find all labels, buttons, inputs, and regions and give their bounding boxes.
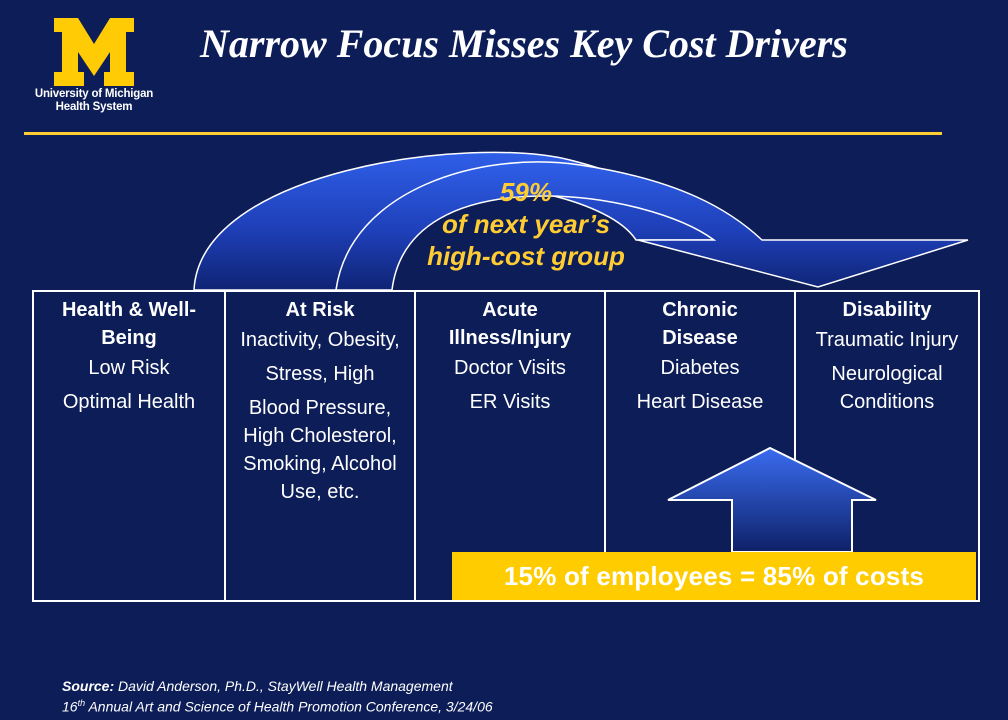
column-title: At Risk <box>285 299 355 321</box>
column-item: Inactivity, Obesity, <box>240 329 400 351</box>
column-item: Low Risk <box>88 357 170 379</box>
column-item: Traumatic Injury <box>815 329 959 351</box>
column-acute-illness: Acute Illness/Injury Doctor Visits ER Vi… <box>414 292 604 600</box>
conference-suffix: th <box>77 698 86 708</box>
column-item: Blood Pressure, High Cholesterol, Smokin… <box>243 397 397 503</box>
health-continuum-table: Health & Well-Being Low Risk Optimal Hea… <box>32 290 980 602</box>
source-line1: Source: David Anderson, Ph.D., StayWell … <box>62 678 862 695</box>
source-citation: Source: David Anderson, Ph.D., StayWell … <box>62 678 862 716</box>
column-title: Acute Illness/Injury <box>448 299 572 349</box>
source-line2: 16th Annual Art and Science of Health Pr… <box>62 695 862 716</box>
column-disability: Disability Traumatic Injury Neurological… <box>794 292 978 600</box>
logo-text-line1: University of Michigan <box>34 88 154 100</box>
callout-line1: 59% <box>499 177 553 207</box>
column-health-well-being: Health & Well-Being Low Risk Optimal Hea… <box>34 292 224 600</box>
column-item: ER Visits <box>469 391 551 413</box>
logo-text: University of Michigan Health System <box>24 88 164 114</box>
conference-name: Annual Art and Science of Health Promoti… <box>88 698 493 715</box>
column-chronic-disease: Chronic Disease Diabetes Heart Disease <box>604 292 794 600</box>
source-label: Source: <box>62 678 115 694</box>
column-item: Neurological Conditions <box>831 363 943 413</box>
column-title: Disability <box>842 299 932 321</box>
callout-line3: high-cost group <box>427 241 625 271</box>
slide-title: Narrow Focus Misses Key Cost Drivers <box>200 21 848 66</box>
curved-arrow-head <box>335 161 969 291</box>
column-item: Heart Disease <box>636 391 764 413</box>
column-at-risk: At Risk Inactivity, Obesity, Stress, Hig… <box>224 292 414 600</box>
up-arrow-shape <box>667 446 877 553</box>
column-item: Optimal Health <box>62 391 196 413</box>
callout-line2: of next year’s <box>441 209 611 239</box>
source-author: David Anderson, Ph.D., StayWell Health M… <box>118 678 453 694</box>
university-logo: University of Michigan Health System <box>24 18 164 126</box>
column-title: Health & Well-Being <box>61 299 197 349</box>
logo-text-line2: Health System <box>55 101 133 113</box>
conference-ordinal: 16 <box>62 698 78 715</box>
column-title: Chronic Disease <box>662 299 738 349</box>
column-item: Diabetes <box>660 357 740 379</box>
column-item: Doctor Visits <box>454 357 566 379</box>
block-m-icon <box>54 18 134 86</box>
callout-59-percent: 59% of next year’s high-cost group <box>392 176 660 272</box>
title-divider <box>24 132 942 135</box>
column-item: Stress, High <box>265 363 375 385</box>
cost-banner: 15% of employees = 85% of costs <box>452 552 976 600</box>
